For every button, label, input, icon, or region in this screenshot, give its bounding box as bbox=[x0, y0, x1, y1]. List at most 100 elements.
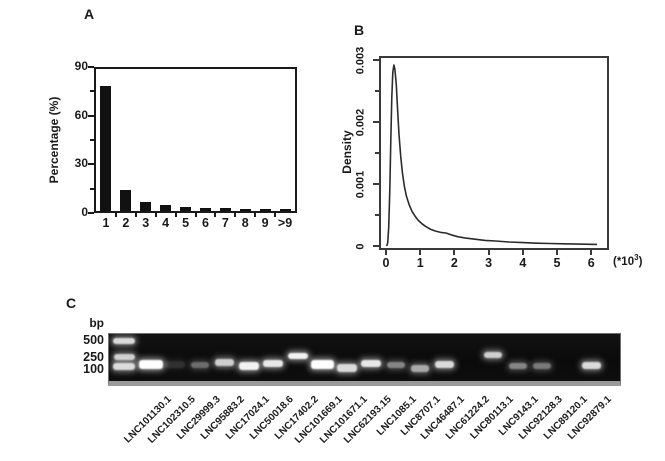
x-tick-mark bbox=[453, 250, 456, 255]
ladder-band bbox=[113, 338, 135, 344]
y-minor-tick-mark bbox=[90, 139, 94, 141]
gel-band bbox=[139, 359, 163, 369]
bar bbox=[279, 208, 291, 211]
x-tick-label: 2 bbox=[122, 216, 130, 230]
y-minor-tick-mark bbox=[375, 90, 379, 92]
gel-band bbox=[410, 364, 429, 372]
y-tick-label: 0.003 bbox=[354, 46, 367, 75]
y-tick-label: 0.002 bbox=[354, 108, 367, 137]
y-tick-label: 0.001 bbox=[354, 170, 367, 199]
gel-band bbox=[361, 359, 382, 367]
x-tick-label: 4 bbox=[162, 216, 170, 230]
y-tick-label: 90 bbox=[74, 59, 88, 73]
y-tick-mark bbox=[88, 212, 94, 214]
x-tick-label: 2 bbox=[450, 256, 458, 270]
y-tick-mark bbox=[373, 183, 379, 185]
ladder-band bbox=[113, 354, 135, 360]
x-tick-label: 1 bbox=[416, 256, 424, 270]
bar bbox=[120, 189, 132, 211]
x-axis-unit-label: (*103) bbox=[613, 253, 642, 268]
y-tick-label: 30 bbox=[74, 156, 88, 171]
x-tick-label: >9 bbox=[277, 216, 293, 230]
y-minor-tick-mark bbox=[90, 90, 94, 93]
x-tick-label: 8 bbox=[241, 216, 249, 230]
bp-marker-label: 100 bbox=[83, 362, 104, 376]
x-tick-mark bbox=[134, 213, 137, 217]
x-tick-mark bbox=[274, 213, 277, 217]
bar bbox=[199, 208, 211, 211]
gel-lanes bbox=[109, 334, 620, 381]
x-tick-label: 5 bbox=[182, 216, 190, 230]
x-tick-mark bbox=[590, 250, 593, 255]
x-tick-label: 0 bbox=[382, 256, 390, 270]
x-tick-label: 7 bbox=[221, 216, 229, 230]
bar bbox=[239, 208, 251, 211]
y-tick-mark bbox=[373, 59, 379, 61]
y-tick-mark bbox=[373, 245, 379, 247]
gel-band bbox=[190, 362, 209, 368]
density-curve-path bbox=[385, 64, 598, 247]
density-curve bbox=[385, 64, 598, 247]
x-tick-label: 6 bbox=[587, 256, 595, 270]
gel-band bbox=[336, 364, 357, 372]
x-tick-mark bbox=[254, 213, 257, 217]
y-tick-label: 0 bbox=[81, 205, 88, 219]
ladder-band bbox=[113, 362, 135, 370]
panel-a-label: A bbox=[84, 6, 95, 22]
gel-band bbox=[508, 363, 527, 369]
bar bbox=[259, 209, 271, 211]
x-axis-unit-suffix: ) bbox=[638, 255, 643, 268]
x-tick-label: 3 bbox=[142, 216, 150, 230]
x-tick-mark bbox=[154, 213, 157, 217]
x-tick-label: 5 bbox=[553, 256, 561, 270]
gel-band bbox=[287, 353, 308, 359]
y-tick-label: 60 bbox=[74, 107, 88, 122]
bar-series bbox=[96, 69, 295, 211]
bar bbox=[140, 202, 152, 211]
gel-band bbox=[238, 362, 259, 370]
y-tick-mark bbox=[373, 121, 379, 123]
panel-a-y-axis-title: Percentage (%) bbox=[47, 96, 61, 184]
gel-band bbox=[165, 360, 186, 368]
x-tick-mark bbox=[521, 250, 524, 255]
y-tick-label: 0 bbox=[354, 243, 367, 250]
x-tick-label: 6 bbox=[201, 216, 209, 230]
y-tick-mark bbox=[88, 66, 94, 68]
bar bbox=[100, 86, 112, 211]
bp-marker-label: 250 bbox=[83, 350, 104, 364]
y-minor-tick-mark bbox=[375, 152, 379, 154]
gel-band bbox=[581, 361, 601, 369]
panel-a-plot-area bbox=[94, 67, 297, 213]
bp-unit-label: bp bbox=[89, 316, 104, 330]
x-tick-mark bbox=[194, 213, 197, 217]
gel-band bbox=[263, 359, 284, 367]
gel-image bbox=[108, 333, 621, 386]
x-tick-label: 4 bbox=[519, 256, 527, 270]
gel-band bbox=[434, 360, 454, 368]
y-minor-tick-mark bbox=[375, 214, 379, 216]
x-tick-mark bbox=[114, 213, 117, 217]
panel-b-label: B bbox=[354, 22, 365, 38]
gel-band bbox=[310, 359, 334, 369]
bp-marker-label: 500 bbox=[83, 333, 104, 347]
bar bbox=[219, 208, 231, 211]
x-tick-mark bbox=[556, 250, 558, 255]
panel-b-plot-area bbox=[379, 56, 609, 250]
x-tick-label: 9 bbox=[261, 216, 269, 230]
gel-band bbox=[484, 352, 503, 358]
x-tick-mark bbox=[419, 250, 422, 255]
x-tick-mark bbox=[234, 213, 237, 217]
x-tick-mark bbox=[385, 250, 387, 255]
gel-band bbox=[386, 362, 405, 368]
x-axis-unit-exponent: 3 bbox=[634, 253, 639, 262]
x-tick-mark bbox=[214, 213, 217, 217]
x-tick-label: 1 bbox=[102, 216, 110, 230]
x-tick-mark bbox=[174, 213, 177, 217]
gel-band bbox=[214, 358, 234, 366]
panel-b-y-axis-title: Density bbox=[340, 130, 354, 174]
x-tick-label: 3 bbox=[485, 256, 493, 270]
bar bbox=[160, 205, 172, 211]
x-axis-unit-prefix: (*10 bbox=[613, 255, 635, 268]
panel-c-label: C bbox=[66, 295, 77, 311]
